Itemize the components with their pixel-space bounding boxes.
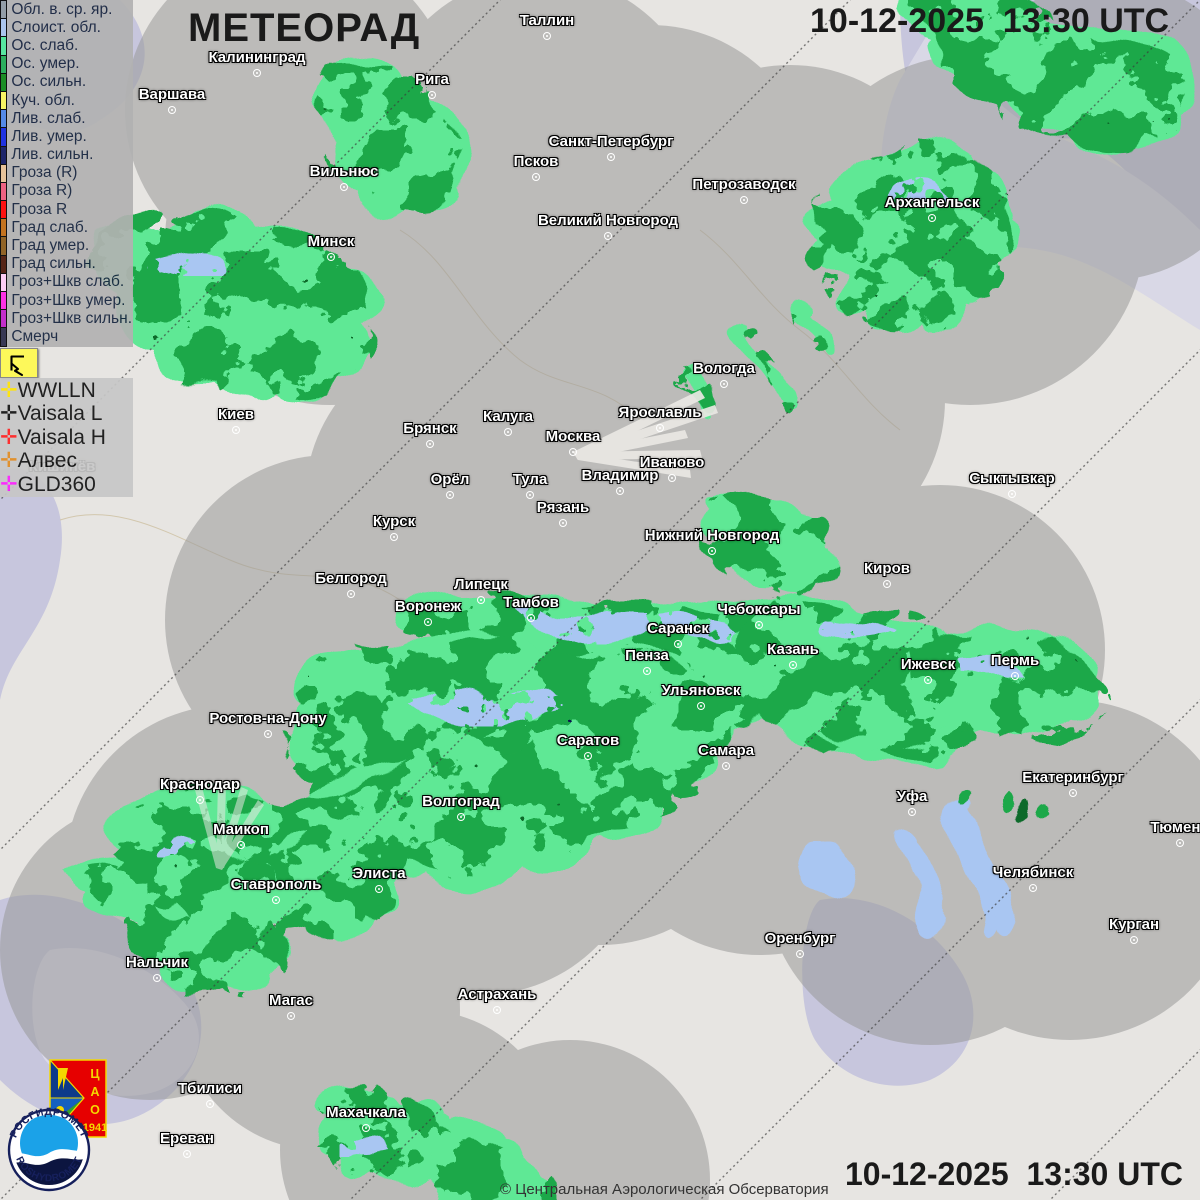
svg-text:А: А: [90, 1085, 99, 1099]
svg-text:Ц: Ц: [90, 1067, 100, 1081]
svg-text:О: О: [90, 1103, 100, 1117]
